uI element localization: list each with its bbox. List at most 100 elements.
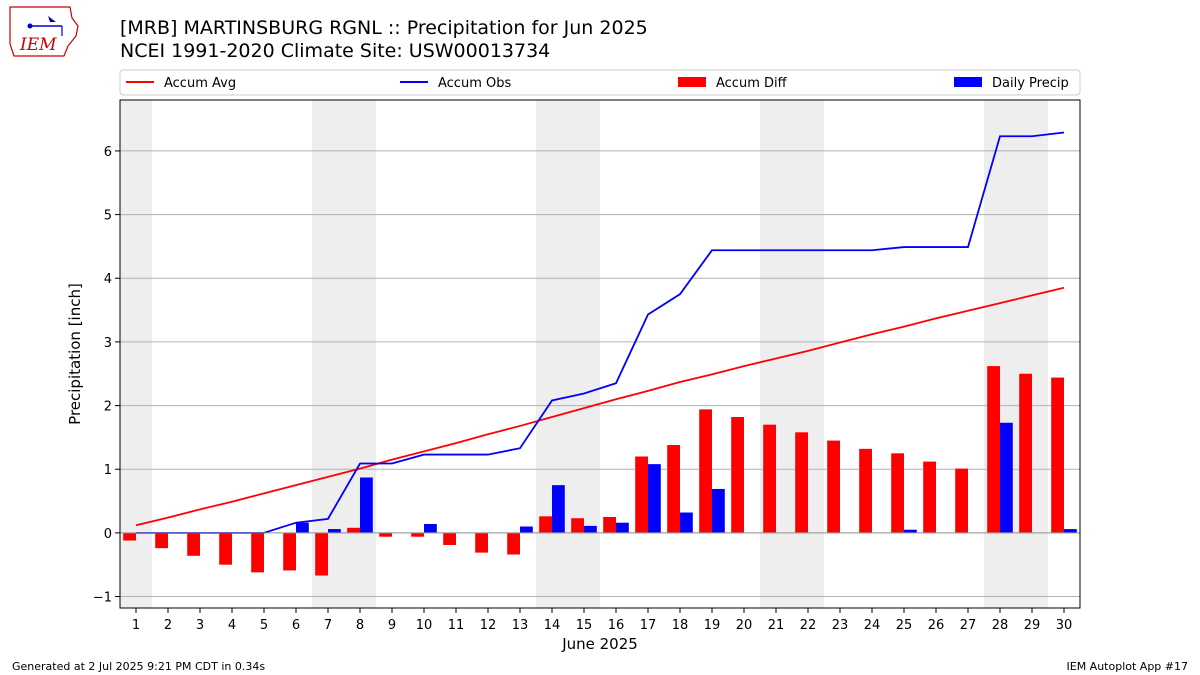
- accum-diff-bar: [443, 532, 456, 545]
- svg-text:IEM: IEM: [19, 35, 57, 55]
- y-tick-label: 1: [104, 463, 112, 478]
- legend-label-daily-precip: Daily Precip: [992, 76, 1069, 91]
- y-tick-label: 6: [104, 145, 112, 160]
- x-tick-label: 19: [704, 618, 721, 633]
- x-tick-label: 29: [1024, 618, 1041, 633]
- x-tick-label: 28: [992, 618, 1009, 633]
- accum-diff-bar: [1019, 373, 1032, 533]
- x-tick-label: 21: [768, 618, 785, 633]
- x-tick-label: 16: [608, 618, 625, 633]
- accum-diff-bar: [923, 461, 936, 533]
- legend-swatch-accum-diff: [678, 77, 706, 87]
- y-tick-label: −1: [93, 591, 112, 606]
- y-axis-label: Precipitation [inch]: [66, 283, 84, 425]
- x-tick-label: 1: [132, 618, 140, 633]
- y-tick-label: 4: [104, 272, 112, 287]
- accum-diff-bar: [315, 532, 328, 576]
- chart-subtitle: NCEI 1991-2020 Climate Site: USW00013734: [120, 40, 551, 62]
- accum-diff-bar: [219, 532, 232, 565]
- daily-precip-bar: [616, 522, 629, 533]
- y-tick-label: 3: [104, 336, 112, 351]
- daily-precip-bar: [584, 525, 597, 533]
- y-tick-label: 0: [104, 527, 112, 542]
- accum-diff-bar: [571, 518, 584, 533]
- accum-diff-bar: [955, 468, 968, 533]
- legend: Accum Avg Accum Obs Accum Diff Daily Precip: [119, 69, 1081, 96]
- x-tick-label: 13: [512, 618, 529, 633]
- daily-precip-bar: [424, 523, 437, 533]
- x-tick-label: 7: [324, 618, 332, 633]
- daily-precip-bar: [328, 529, 341, 533]
- x-tick-label: 23: [832, 618, 849, 633]
- accum-diff-bar: [987, 366, 1000, 533]
- x-tick-label: 4: [228, 618, 236, 633]
- x-tick-label: 22: [800, 618, 817, 633]
- accum-diff-bar: [187, 532, 200, 556]
- accum-diff-bar: [795, 432, 808, 533]
- x-tick-label: 24: [864, 618, 881, 633]
- footer-generated: Generated at 2 Jul 2025 9:21 PM CDT in 0…: [12, 660, 266, 673]
- daily-precip-bar: [680, 512, 693, 533]
- daily-precip-bar: [1064, 529, 1077, 533]
- x-tick-label: 15: [576, 618, 593, 633]
- chart-title: [MRB] MARTINSBURG RGNL :: Precipitation …: [120, 17, 648, 39]
- accum-diff-bar: [251, 532, 264, 573]
- accum-diff-bar: [123, 532, 136, 541]
- legend-box: [119, 69, 1081, 96]
- x-tick-label: 8: [356, 618, 364, 633]
- accum-diff-bar: [283, 532, 296, 571]
- daily-precip-bar: [296, 522, 309, 533]
- legend-swatch-daily-precip: [954, 77, 982, 87]
- accum-diff-bar: [699, 409, 712, 533]
- x-tick-label: 2: [164, 618, 172, 633]
- daily-precip-bar: [520, 526, 533, 533]
- x-tick-label: 26: [928, 618, 945, 633]
- iem-logo: IEM: [9, 6, 79, 57]
- x-tick-label: 10: [416, 618, 433, 633]
- footer-app: IEM Autoplot App #17: [1066, 660, 1189, 673]
- x-tick-label: 5: [260, 618, 268, 633]
- accum-diff-bar: [731, 417, 744, 533]
- daily-precip-bar: [1000, 422, 1013, 533]
- accum-diff-bar: [539, 516, 552, 533]
- accum-diff-bar: [347, 527, 360, 533]
- accum-diff-bar: [635, 456, 648, 533]
- accum-diff-bar: [475, 532, 488, 553]
- weekend-band: [120, 100, 152, 608]
- x-tick-label: 12: [480, 618, 497, 633]
- daily-precip-bar: [648, 464, 661, 533]
- accum-diff-bar: [667, 445, 680, 533]
- accum-diff-bar: [411, 532, 424, 537]
- x-tick-label: 17: [640, 618, 657, 633]
- x-tick-label: 3: [196, 618, 204, 633]
- x-tick-label: 30: [1056, 618, 1073, 633]
- accum-diff-bar: [891, 453, 904, 533]
- legend-label-accum-diff: Accum Diff: [716, 76, 788, 91]
- plot-frame: [119, 99, 1081, 609]
- x-tick-label: 25: [896, 618, 913, 633]
- accum-obs-line: [136, 131, 1065, 534]
- accum-diff-bar: [379, 532, 392, 537]
- x-tick-label: 27: [960, 618, 977, 633]
- accum-diff-bar: [827, 440, 840, 533]
- y-tick-label: 5: [104, 209, 112, 224]
- accum-diff-bar: [859, 448, 872, 533]
- accum-diff-bar: [507, 532, 520, 555]
- daily-precip-bar: [360, 477, 373, 533]
- accum-diff-bar: [763, 424, 776, 533]
- x-tick-label: 20: [736, 618, 753, 633]
- daily-precip-bar: [552, 485, 565, 533]
- accum-avg-line: [135, 286, 1065, 527]
- legend-label-accum-obs: Accum Obs: [438, 76, 511, 91]
- daily-precip-bar: [712, 488, 725, 533]
- x-tick-label: 9: [388, 618, 396, 633]
- accum-diff-bar: [1051, 377, 1064, 533]
- accum-diff-bar: [603, 516, 616, 533]
- legend-label-accum-avg: Accum Avg: [164, 76, 236, 91]
- daily-precip-bar: [904, 529, 917, 533]
- x-tick-label: 14: [544, 618, 561, 633]
- x-axis-label: June 2025: [561, 635, 638, 653]
- accum-diff-bar: [155, 532, 168, 549]
- y-tick-label: 2: [104, 400, 112, 415]
